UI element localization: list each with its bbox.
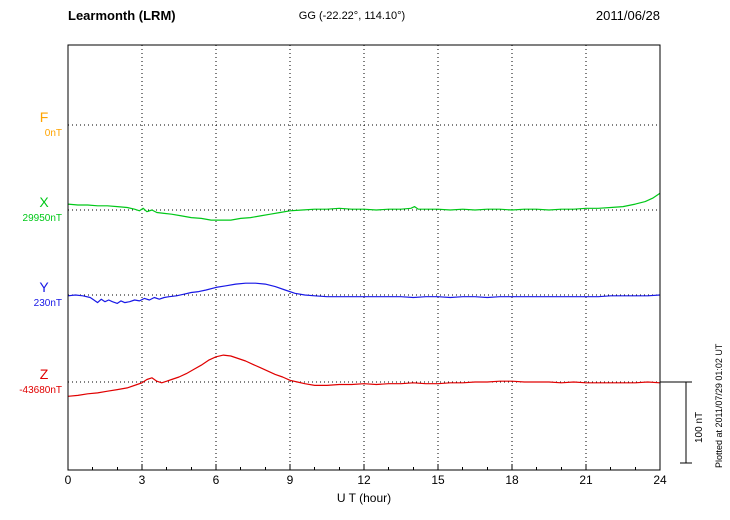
x-tick-24: 24: [653, 473, 667, 487]
x-tick-3: 3: [138, 473, 146, 487]
channel-baseline-f: 0nT: [44, 128, 62, 139]
channel-label-x: X: [39, 194, 49, 210]
channel-label-f: F: [39, 109, 49, 125]
plotted-at-note: Plotted at 2011/07/29 01:02 UT: [714, 343, 724, 468]
x-tick-21: 21: [579, 473, 593, 487]
x-tick-6: 6: [212, 473, 220, 487]
plot-date: 2011/06/28: [595, 8, 660, 23]
trace-x: [67, 192, 661, 221]
channel-baseline-y: 230nT: [33, 298, 62, 309]
x-tick-18: 18: [505, 473, 519, 487]
x-tick-9: 9: [286, 473, 294, 487]
channel-label-z: Z: [39, 366, 49, 382]
x-tick-0: 0: [64, 473, 72, 487]
trace-y: [67, 282, 661, 304]
x-tick-12: 12: [357, 473, 371, 487]
grid-lines: [68, 45, 660, 470]
channel-baseline-z: -43680nT: [19, 385, 62, 396]
scale-bar-label: 100 nT: [694, 411, 705, 443]
traces-group: [67, 192, 661, 397]
plot-frame: [67, 44, 661, 471]
trace-z: [67, 354, 661, 397]
station-title: Learmonth (LRM): [68, 8, 176, 23]
x-tick-15: 15: [431, 473, 445, 487]
channel-label-y: Y: [39, 279, 49, 295]
station-coordinates: GG (-22.22°, 114.10°): [298, 10, 406, 22]
x-axis-title: U T (hour): [336, 491, 392, 505]
scale-bar: [660, 381, 692, 464]
axis-ticks: [67, 464, 661, 470]
channel-baseline-x: 29950nT: [22, 213, 62, 224]
